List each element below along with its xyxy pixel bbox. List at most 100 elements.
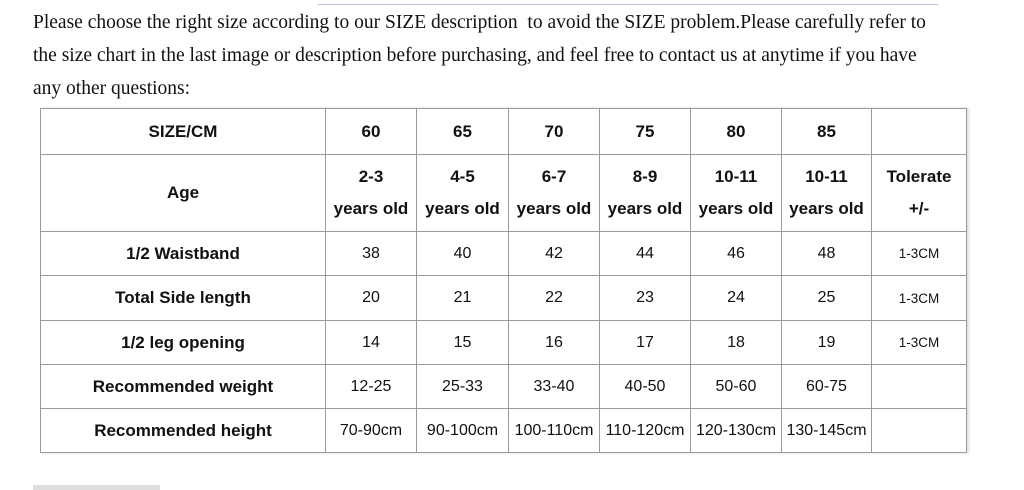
value-cell: 90-100cm xyxy=(416,408,509,453)
cell-text: Age xyxy=(166,183,200,202)
table-row: 1/2 Waistband 38 40 42 44 46 48 1-3CM xyxy=(40,231,967,276)
value-cell: 2-3 years old xyxy=(325,154,417,232)
cell-line: 4-5 xyxy=(450,167,475,186)
value-cell: 42 xyxy=(508,231,600,276)
tolerance-cell: 1-3CM xyxy=(871,275,967,321)
size-cell: 75 xyxy=(599,108,691,155)
cell-line: years old xyxy=(425,199,500,218)
cell-text: 110-120cm xyxy=(605,421,685,439)
row-label: Age xyxy=(40,154,326,232)
cell-text: 22 xyxy=(545,289,563,306)
cell-text: 1-3CM xyxy=(898,290,940,306)
cell-text: 65 xyxy=(453,121,472,141)
cell-line: years old xyxy=(698,199,774,218)
value-cell: 38 xyxy=(325,231,417,276)
value-cell: 120-130cm xyxy=(690,408,782,453)
value-cell: 50-60 xyxy=(690,364,782,409)
cell-line: 10-11 xyxy=(714,167,758,186)
cell-text: 25-33 xyxy=(442,377,483,395)
cell-text: 42 xyxy=(545,244,563,262)
cell-text: 90-100cm xyxy=(426,421,499,439)
cell-text: 20 xyxy=(362,289,380,306)
tolerance-cell xyxy=(871,408,967,453)
row-label: 1/2 Waistband xyxy=(40,231,326,276)
value-cell: 18 xyxy=(690,320,782,365)
cell-text: 14 xyxy=(362,333,380,351)
cell-text: SIZE/CM xyxy=(148,121,218,141)
cell-text: 16 xyxy=(545,333,563,351)
cell-text: 50-60 xyxy=(715,377,757,395)
cell-text: 1/2 Waistband xyxy=(126,243,240,263)
cell-text: 17 xyxy=(636,333,654,351)
cell-text: 1-3CM xyxy=(898,246,940,261)
value-cell: 25-33 xyxy=(416,364,509,409)
size-cell: 60 xyxy=(325,108,417,155)
value-cell: 10-11 years old xyxy=(781,154,872,232)
cell-text: 44 xyxy=(636,244,654,262)
cell-line: 6-7 xyxy=(541,167,567,186)
value-cell: 21 xyxy=(416,275,509,321)
value-cell: 14 xyxy=(325,320,417,365)
cell-text: 1/2 leg opening xyxy=(121,332,245,352)
value-cell: 15 xyxy=(416,320,509,365)
size-cell: 65 xyxy=(416,108,509,155)
tolerance-cell: Tolerate +/- xyxy=(871,154,967,232)
value-cell: 130-145cm xyxy=(781,408,872,453)
size-cell: 85 xyxy=(781,108,872,155)
value-cell: 110-120cm xyxy=(599,408,691,453)
cell-line: Tolerate xyxy=(886,167,952,186)
value-cell: 12-25 xyxy=(325,364,417,409)
value-cell: 19 xyxy=(781,320,872,365)
row-label: 1/2 leg opening xyxy=(40,320,326,365)
tolerance-cell: 1-3CM xyxy=(871,320,967,365)
value-cell: 22 xyxy=(508,275,600,321)
value-cell: 70-90cm xyxy=(325,408,417,453)
row-label: Recommended weight xyxy=(40,364,326,409)
cell-text: 12-25 xyxy=(350,377,392,395)
value-cell: 40 xyxy=(416,231,509,276)
intro-line: any other questions: xyxy=(33,78,191,99)
cell-line: years old xyxy=(607,199,683,218)
header-cell: SIZE/CM xyxy=(40,108,326,155)
value-cell: 10-11 years old xyxy=(690,154,782,232)
cell-text: 85 xyxy=(817,121,836,141)
intro-line: the size chart in the last image or desc… xyxy=(33,45,917,66)
cell-text: 40 xyxy=(453,244,472,262)
value-cell: 8-9 years old xyxy=(599,154,691,232)
table-row: Total Side length 20 21 22 23 24 25 1-3CM xyxy=(40,275,967,321)
cell-text: 24 xyxy=(727,289,745,306)
cell-line: years old xyxy=(516,199,592,218)
table-row: Age 2-3 years old 4-5 years old 6-7 years old 8… xyxy=(40,154,967,232)
table-row: 1/2 leg opening 14 15 16 17 18 19 1-3CM xyxy=(40,320,967,365)
cell-text: Total Side length xyxy=(115,288,251,307)
cell-text: 33-40 xyxy=(533,377,575,395)
table-row: SIZE/CM 60 65 70 75 80 85 xyxy=(40,108,967,155)
cell-text: 40-50 xyxy=(624,377,666,395)
bottom-bar xyxy=(33,485,160,490)
value-cell: 20 xyxy=(325,275,417,321)
cell-text: Recommended weight xyxy=(92,376,274,396)
value-cell: 24 xyxy=(690,275,782,321)
cell-text: 1-3CM xyxy=(898,335,940,350)
cell-line: 10-11 xyxy=(805,167,848,186)
value-cell: 48 xyxy=(781,231,872,276)
cell-line: +/- xyxy=(908,199,930,218)
value-cell: 40-50 xyxy=(599,364,691,409)
cell-text: 46 xyxy=(727,244,745,262)
value-cell: 44 xyxy=(599,231,691,276)
table-row: Recommended height 70-90cm 90-100cm 100-110… xyxy=(40,408,967,453)
cell-line: years old xyxy=(789,199,864,218)
cell-line: 2-3 xyxy=(358,167,384,186)
value-cell: 4-5 years old xyxy=(416,154,509,232)
size-cell: 80 xyxy=(690,108,782,155)
value-cell: 25 xyxy=(781,275,872,321)
row-label: Recommended height xyxy=(40,408,326,453)
value-cell: 100-110cm xyxy=(508,408,600,453)
cell-text: 38 xyxy=(362,244,380,262)
intro-text: Please choose the right size according t… xyxy=(33,6,926,105)
table-row: Recommended weight 12-25 25-33 33-40 40-50 50… xyxy=(40,364,967,409)
cell-text: 130-145cm xyxy=(786,421,867,439)
cell-text: 60 xyxy=(361,121,381,141)
value-cell: 33-40 xyxy=(508,364,600,409)
